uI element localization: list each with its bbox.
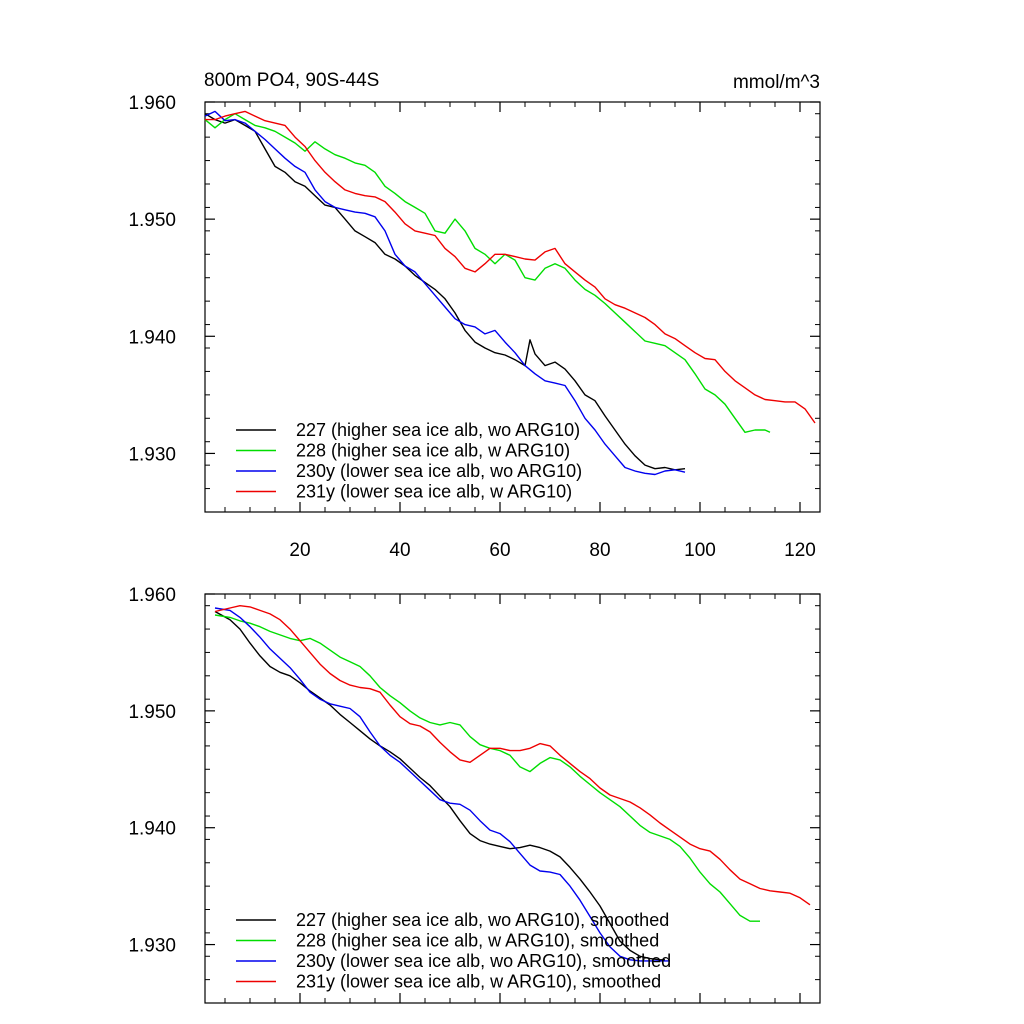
- y-tick-label: 1.960: [128, 585, 176, 606]
- chart-title: 800m PO4, 90S-44S: [204, 70, 379, 91]
- series-line: [204, 110, 686, 476]
- plot-frame: [204, 101, 821, 513]
- series-line: [205, 110, 816, 424]
- legend-label: 228 (higher sea ice alb, w ARG10): [296, 441, 570, 461]
- legend-label: 230y (lower sea ice alb, wo ARG10): [296, 461, 582, 481]
- legend-label: 227 (higher sea ice alb, wo ARG10): [296, 420, 580, 440]
- top-panel: 20 40 60 80 100 120 1.930 1.940 1.950 1.960 227 (h…: [128, 93, 821, 561]
- x-tick-label: 20: [289, 540, 310, 561]
- y-tick-label: 1.950: [128, 210, 176, 231]
- y-tick-label: 1.940: [128, 327, 176, 348]
- x-tick-label: 100: [684, 540, 716, 561]
- y-tick-label: 1.930: [128, 444, 176, 465]
- y-tick-label: 1.960: [128, 93, 176, 114]
- legend-label: 227 (higher sea ice alb, wo ARG10), smoo…: [296, 910, 669, 930]
- y-tick-label: 1.930: [128, 936, 176, 957]
- y-tick-label: 1.940: [128, 819, 176, 840]
- y-tick-label: 1.950: [128, 702, 176, 723]
- series-line: [214, 614, 760, 922]
- legend-label: 231y (lower sea ice alb, w ARG10): [296, 482, 572, 502]
- x-tick-label: 80: [589, 540, 610, 561]
- legend-label: 228 (higher sea ice alb, w ARG10), smoot…: [296, 931, 659, 951]
- series-line: [214, 605, 811, 906]
- series-line: [214, 607, 670, 962]
- x-tick-label: 40: [389, 540, 410, 561]
- bottom-panel: 1.930 1.940 1.950 1.960 227 (higher sea ice …: [128, 585, 821, 1004]
- legend-label: 230y (lower sea ice alb, wo ARG10), smoo…: [296, 951, 671, 971]
- legend-label: 231y (lower sea ice alb, w ARG10), smoot…: [296, 972, 661, 992]
- units-label: mmol/m^3: [733, 72, 820, 93]
- x-tick-label: 60: [489, 540, 510, 561]
- plot-frame: [204, 593, 821, 1004]
- x-tick-label: 120: [784, 540, 816, 561]
- series-line: [204, 113, 686, 471]
